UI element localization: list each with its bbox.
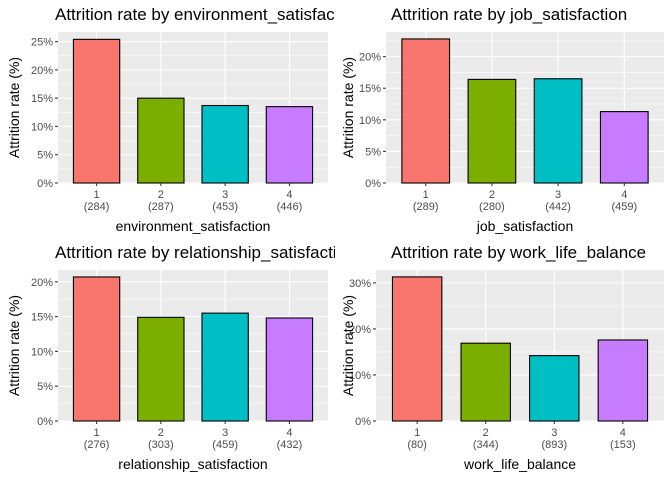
y-axis-label: Attrition rate (%) <box>6 57 22 158</box>
x-tick-label: 2 <box>158 427 164 439</box>
x-tick-count-label: (80) <box>407 439 427 451</box>
y-tick-label: 5% <box>37 150 53 162</box>
x-tick-count-label: (453) <box>212 201 238 213</box>
plot-layer: 0% 5% 10% 15% 20% 25% 1(284) 2(287) 3(453) 4(446) <box>31 32 328 213</box>
x-axis-label: work_life_balance <box>463 456 576 472</box>
x-axis-label: environment_satisfaction <box>116 218 271 234</box>
bar-3 <box>201 104 249 184</box>
x-tick-count-label: (289) <box>413 201 439 213</box>
bar-2 <box>460 342 511 422</box>
bar-3 <box>201 312 249 422</box>
y-tick-label: 15% <box>359 83 381 95</box>
plot-layer: 0% 5% 10% 15% 20% 1(276) 2(303) 3(459) 4(432) <box>31 270 328 451</box>
y-tick-label: 10% <box>359 115 381 127</box>
y-tick-label: 20% <box>31 65 53 77</box>
y-tick-label: 15% <box>31 312 53 324</box>
x-tick-label: 2 <box>489 189 495 201</box>
plot-layer: 0% 10% 20% 30% 1(80) 2(344) 3(893) 4(153) <box>349 270 664 451</box>
bar-4 <box>599 111 649 184</box>
bar-4 <box>265 106 314 184</box>
y-axis-label: Attrition rate (%) <box>6 295 22 396</box>
x-tick-count-label: (284) <box>84 201 110 213</box>
bar-2 <box>467 78 517 184</box>
y-axis-label: Attrition rate (%) <box>340 57 356 158</box>
x-tick-label: 3 <box>551 427 557 439</box>
x-tick-label: 1 <box>423 189 429 201</box>
y-tick-label: 0% <box>37 416 53 428</box>
y-tick-label: 20% <box>349 324 371 336</box>
bar-4 <box>265 317 314 422</box>
bar-1 <box>72 276 121 422</box>
chart-panel-relationship-satisfaction: 0% 5% 10% 15% 20% 1(276) 2(303) 3(459) 4(432) At… <box>6 243 356 472</box>
x-tick-label: 4 <box>620 427 626 439</box>
bar-1 <box>401 38 451 184</box>
chart-panel-environment-satisfaction: 0% 5% 10% 15% 20% 25% 1(284) 2(287) 3(453) 4(446)… <box>6 5 362 234</box>
x-tick-label: 1 <box>94 189 100 201</box>
x-tick-label: 4 <box>286 189 292 201</box>
x-tick-label: 2 <box>158 189 164 201</box>
y-axis-label: Attrition rate (%) <box>340 295 356 396</box>
x-tick-count-label: (303) <box>148 439 174 451</box>
bar-3 <box>533 78 583 184</box>
chart-title: Attrition rate by job_satisfaction <box>391 5 627 24</box>
bar-3 <box>529 355 580 422</box>
chart-title: Attrition rate by work_life_balance <box>391 243 646 262</box>
x-tick-label: 3 <box>555 189 561 201</box>
y-tick-label: 0% <box>37 178 53 190</box>
y-tick-label: 10% <box>31 346 53 358</box>
y-tick-label: 5% <box>37 381 53 393</box>
y-tick-label: 25% <box>31 37 53 49</box>
chart-panel-work-life-balance: 0% 10% 20% 30% 1(80) 2(344) 3(893) 4(153) Attri… <box>340 243 664 472</box>
plot-layer: 0% 5% 10% 15% 20% 1(289) 2(280) 3(442) 4(459) <box>359 32 664 213</box>
x-tick-label: 1 <box>414 427 420 439</box>
y-tick-label: 5% <box>365 146 381 158</box>
x-tick-label: 1 <box>94 427 100 439</box>
bar-4 <box>597 339 649 422</box>
x-axis-label: job_satisfaction <box>476 218 574 234</box>
chart-panel-job-satisfaction: 0% 5% 10% 15% 20% 1(289) 2(280) 3(442) 4(459) At… <box>340 5 664 234</box>
y-tick-label: 10% <box>31 121 53 133</box>
y-tick-label: 0% <box>365 178 381 190</box>
x-tick-label: 3 <box>222 427 228 439</box>
y-tick-label: 20% <box>359 52 381 64</box>
bar-1 <box>72 38 121 184</box>
x-tick-count-label: (153) <box>610 439 636 451</box>
bar-2 <box>137 316 185 422</box>
chart-title: Attrition rate by relationship_satisfact… <box>55 243 356 262</box>
x-tick-count-label: (459) <box>611 201 637 213</box>
x-tick-count-label: (344) <box>473 439 499 451</box>
y-tick-label: 20% <box>31 277 53 289</box>
y-tick-label: 0% <box>355 416 371 428</box>
x-tick-count-label: (893) <box>541 439 567 451</box>
x-tick-count-label: (446) <box>277 201 303 213</box>
y-tick-label: 10% <box>349 370 371 382</box>
chart-title: Attrition rate by environment_satisfacti… <box>55 5 362 24</box>
x-tick-count-label: (276) <box>84 439 110 451</box>
bar-2 <box>137 97 185 184</box>
x-tick-label: 4 <box>621 189 627 201</box>
x-tick-label: 3 <box>222 189 228 201</box>
x-tick-count-label: (432) <box>277 439 303 451</box>
y-tick-label: 30% <box>349 278 371 290</box>
x-tick-label: 4 <box>286 427 292 439</box>
x-tick-count-label: (459) <box>212 439 238 451</box>
bar-1 <box>391 276 443 422</box>
x-tick-count-label: (287) <box>148 201 174 213</box>
y-tick-label: 15% <box>31 93 53 105</box>
x-tick-label: 2 <box>483 427 489 439</box>
x-axis-label: relationship_satisfaction <box>118 456 267 472</box>
x-tick-count-label: (442) <box>545 201 571 213</box>
x-tick-count-label: (280) <box>479 201 505 213</box>
